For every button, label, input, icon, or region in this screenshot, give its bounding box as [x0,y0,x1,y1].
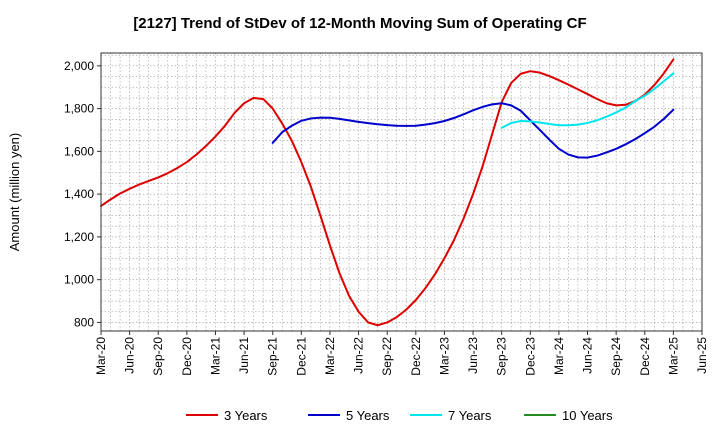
x-tick-label: Mar-24 [552,337,566,375]
plot-area [101,53,702,331]
legend-label: 7 Years [448,408,492,423]
x-tick-label: Mar-25 [666,337,680,375]
x-tick-label: Sep-22 [380,337,394,376]
series-line-3-years [100,58,675,327]
x-tick-label: Sep-20 [151,337,165,376]
x-tick-label: Mar-20 [94,337,108,375]
legend-label: 5 Years [346,408,390,423]
y-tick-label: 1,400 [64,187,94,201]
x-tick-label: Dec-20 [180,337,194,376]
x-tick-label: Jun-23 [466,337,480,374]
x-tick-label: Dec-21 [294,337,308,376]
y-tick-label: 1,600 [64,144,94,158]
chart-title: [2127] Trend of StDev of 12-Month Moving… [133,15,586,32]
y-tick-label: 1,800 [64,102,94,116]
grid [101,53,702,331]
y-axis-label: Amount (million yen) [7,133,22,252]
x-tick-label: Jun-24 [581,337,595,374]
x-axis-ticks: Mar-20 Jun-20 Sep-20 Dec-20 Mar-21 Jun-21 Sep-… [94,331,709,376]
x-tick-label: Mar-22 [323,337,337,375]
x-tick-label: Dec-24 [638,337,652,376]
y-tick-label: 1,000 [64,273,94,287]
series-layer [100,58,675,327]
legend: 3 Years 5 Years 7 Years 10 Years [186,408,613,423]
x-tick-label: Jun-20 [123,337,137,374]
legend-label: 3 Years [224,408,268,423]
x-tick-label: Dec-22 [409,337,423,376]
y-tick-label: 1,200 [64,230,94,244]
x-tick-label: Dec-23 [523,337,537,376]
y-tick-label: 2,000 [64,59,94,73]
x-tick-label: Sep-21 [266,337,280,376]
x-tick-label: Sep-23 [495,337,509,376]
y-axis-ticks: 800 1,000 1,200 1,400 1,600 1,800 2,000 [64,59,101,329]
x-tick-label: Mar-23 [437,337,451,375]
series-line-5-years [271,102,675,159]
series-line-7-years [500,72,675,129]
x-tick-label: Mar-21 [208,337,222,375]
legend-label: 10 Years [562,408,613,423]
x-tick-label: Jun-22 [352,337,366,374]
y-tick-label: 800 [74,315,94,329]
x-tick-label: Sep-24 [609,337,623,376]
x-tick-label: Jun-25 [695,337,709,374]
x-tick-label: Jun-21 [237,337,251,374]
plot-frame [100,52,703,332]
